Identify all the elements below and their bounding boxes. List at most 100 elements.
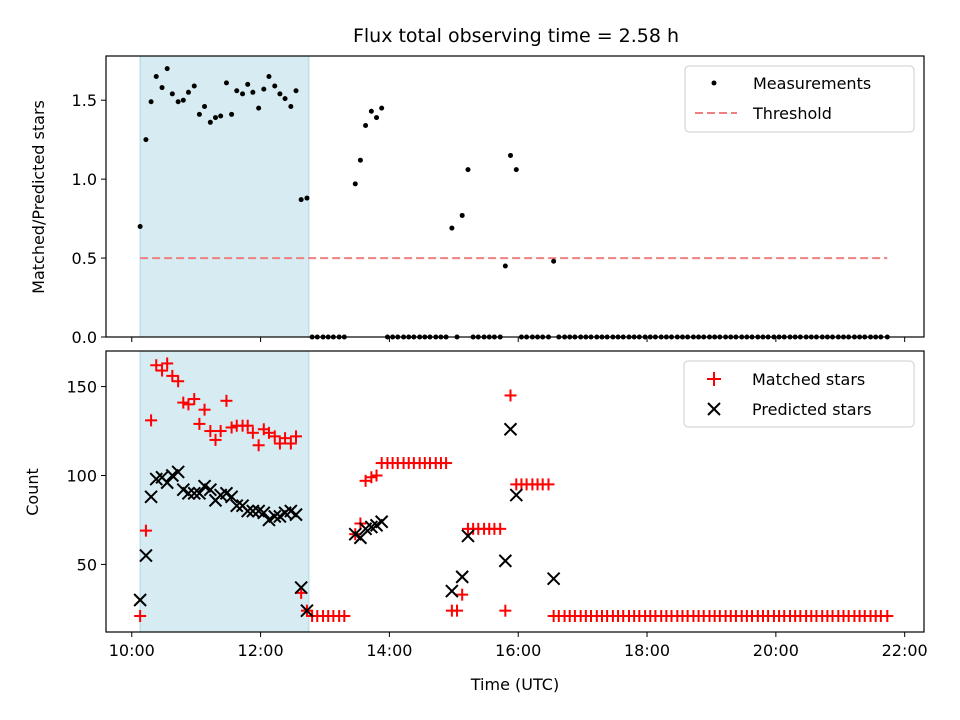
y-tick-label: 0.0 — [72, 328, 97, 347]
matched-star-point — [150, 359, 163, 372]
matched-star-point — [279, 432, 292, 445]
predicted-star-point — [509, 488, 523, 502]
predicted-star-point — [374, 515, 389, 529]
matched-star-point — [440, 457, 453, 470]
predicted-star-point — [192, 486, 207, 500]
matched-star-point — [370, 469, 383, 482]
count-legend: Matched stars Predicted stars — [683, 360, 915, 428]
predicted-star-point — [144, 490, 158, 504]
measurement-point — [374, 115, 380, 121]
predicted-star-point — [133, 593, 147, 607]
matched-star-point — [494, 522, 507, 535]
measurement-point — [191, 83, 197, 89]
matched-star-point — [139, 524, 152, 537]
ratio-shaded-span — [139, 55, 310, 338]
matched-star-point — [284, 437, 297, 450]
predicted-star-point — [546, 571, 561, 586]
count-y-ticks: 50 100 150 — [66, 378, 106, 574]
predicted-star-point — [181, 486, 196, 500]
matched-star-point — [290, 430, 303, 443]
measurement-point — [352, 181, 358, 187]
measurement-point — [363, 122, 369, 128]
predicted-star-point — [224, 490, 239, 504]
measurement-point — [229, 111, 235, 117]
measurement-point — [277, 91, 283, 97]
measurement-point — [143, 137, 149, 143]
predicted-star-point — [455, 570, 469, 584]
matched-star-point — [456, 588, 469, 601]
predicted-star-point — [246, 504, 260, 518]
matched-star-point — [214, 425, 227, 438]
predicted-star-point — [300, 603, 314, 618]
matched-star-point — [246, 426, 259, 439]
predicted-star-point — [503, 422, 518, 436]
measurement-point — [293, 88, 299, 94]
measurement-point — [272, 83, 278, 89]
count-x-ticks: 10:00 12:00 14:00 16:00 18:00 20:00 22:00 — [109, 632, 928, 660]
matched-star-point — [209, 433, 222, 446]
measurement-point — [185, 89, 191, 95]
measurement-point — [218, 113, 224, 119]
legend-predicted-label: Predicted stars — [752, 400, 872, 419]
matched-star-point — [161, 357, 174, 370]
matched-star-point — [542, 478, 555, 491]
measurement-point — [240, 91, 246, 97]
count-x-axis-label: Time (UTC) — [470, 675, 559, 694]
y-tick-label: 0.5 — [72, 249, 97, 268]
measurement-point — [298, 197, 304, 203]
ratio-plot-frame — [105, 55, 925, 338]
matched-star-point — [225, 421, 238, 434]
matched-star-point — [338, 609, 351, 622]
predicted-star-point — [294, 580, 308, 595]
predicted-star-point — [257, 506, 271, 520]
measurement-point — [261, 86, 267, 92]
measurement-point — [266, 74, 272, 80]
measurement-point — [212, 115, 218, 121]
measurement-point — [449, 225, 455, 231]
count-plot-frame — [105, 350, 925, 633]
matched-star-point — [193, 417, 206, 430]
count-y-axis-label: Count — [23, 468, 42, 516]
count-panel: 50 100 150 10:00 12:00 14:00 16:00 18:00 20:00 2… — [23, 350, 928, 694]
matched-star-point — [504, 389, 517, 402]
y-tick-label: 50 — [77, 555, 97, 574]
predicted-star-point — [203, 483, 218, 497]
measurement-point — [202, 104, 208, 110]
measurement-point — [164, 66, 170, 72]
matched-star-point — [252, 439, 265, 452]
matched-star-point — [166, 369, 179, 382]
figure-title: Flux total observing time = 2.58 h — [353, 25, 679, 47]
matched-star-point — [268, 430, 281, 443]
measurement-point — [159, 85, 165, 91]
predicted-star-point — [171, 465, 185, 479]
y-tick-label: 1.0 — [72, 170, 97, 189]
measurement-point — [288, 104, 294, 110]
measurement-point — [357, 157, 363, 163]
matched-star-point — [365, 471, 378, 484]
matched-star-point — [172, 375, 185, 388]
measurement-point — [180, 97, 186, 103]
measurement-point — [148, 99, 154, 105]
legend-matched-marker — [707, 372, 721, 386]
y-tick-label: 150 — [66, 378, 97, 397]
predicted-star-point — [160, 475, 174, 490]
y-tick-label: 100 — [66, 466, 97, 485]
matched-star-point — [499, 604, 512, 617]
predicted-stars-points — [133, 422, 561, 618]
matched-star-point — [241, 419, 254, 432]
predicted-star-point — [139, 548, 153, 563]
measurement-point — [513, 167, 519, 173]
matched-star-point — [881, 609, 894, 622]
legend-threshold-label: Threshold — [752, 104, 832, 123]
measurement-point — [379, 105, 385, 111]
matched-star-point — [145, 414, 158, 427]
measurement-point — [282, 96, 288, 102]
predicted-star-point — [353, 531, 368, 545]
measurement-point — [153, 74, 159, 80]
x-tick-label: 10:00 — [109, 641, 155, 660]
measurement-point — [459, 212, 465, 218]
measurement-point — [175, 99, 181, 105]
legend-measurements-label: Measurements — [753, 74, 871, 93]
matched-star-point — [156, 364, 169, 377]
